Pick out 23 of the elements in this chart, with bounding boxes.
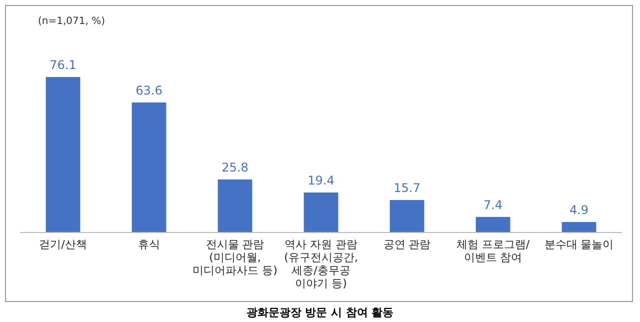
data-label: 25.8 — [222, 160, 248, 174]
bar — [476, 216, 510, 232]
x-tick-label: 역사 자원 관람 (유구전시공간, 세종/충무공 이야기 등) — [284, 238, 358, 290]
x-tick-label: 휴식 — [138, 238, 160, 251]
bar — [46, 77, 80, 232]
data-label: 19.4 — [308, 173, 334, 188]
bar — [218, 179, 252, 232]
data-label: 7.4 — [483, 198, 503, 212]
x-tick-label: 공연 관람 — [383, 238, 431, 251]
x-axis-title: 광화문광장 방문 시 참여 활동 — [246, 306, 394, 319]
data-label: 63.6 — [136, 83, 162, 98]
x-tick-label: 전시물 관람 (미디어월, 미디어파사드 등) — [192, 238, 278, 277]
data-label: 4.9 — [569, 203, 589, 218]
x-tick-label: 분수대 물놀이 — [544, 238, 614, 251]
data-label: 76.1 — [50, 58, 76, 72]
bar — [132, 102, 166, 232]
data-label: 15.7 — [394, 181, 420, 196]
text: (n=1,071, %) — [38, 16, 106, 27]
bar — [304, 192, 338, 232]
x-tick-label: 걷기/산책 — [39, 238, 87, 251]
x-tick-label: 체험 프로그램/ 이벤트 참여 — [456, 238, 530, 264]
bar — [562, 222, 596, 232]
bar — [390, 200, 424, 232]
